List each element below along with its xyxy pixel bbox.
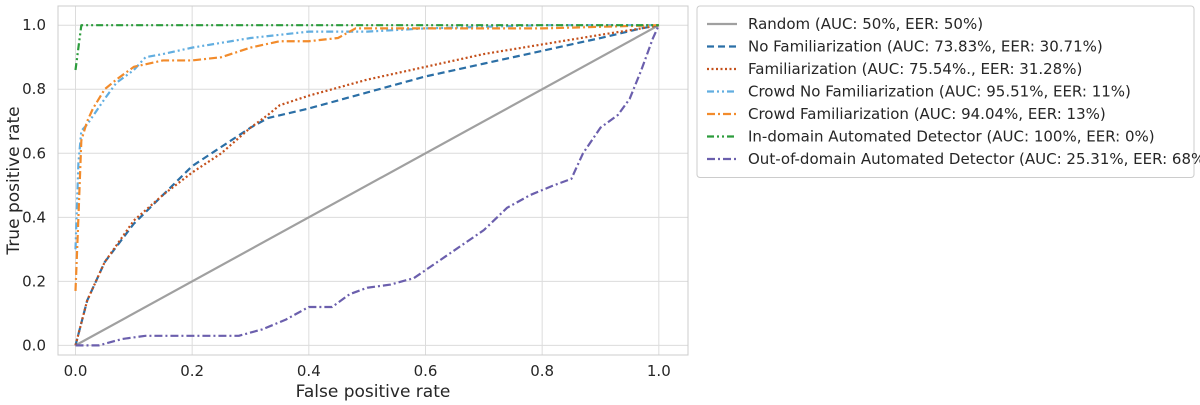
y-tick-label: 0.0: [22, 336, 46, 354]
y-tick-label: 0.6: [22, 144, 46, 162]
legend-label: Random (AUC: 50%, EER: 50%): [748, 15, 983, 33]
x-tick-label: 0.6: [414, 362, 438, 380]
y-tick-label: 0.8: [22, 80, 46, 98]
legend-item: Out-of-domain Automated Detector (AUC: 2…: [707, 150, 1200, 168]
legend-label: In-domain Automated Detector (AUC: 100%,…: [748, 128, 1155, 146]
x-tick-label: 0.2: [180, 362, 204, 380]
legend-label: Crowd No Familiarization (AUC: 95.51%, E…: [748, 83, 1131, 101]
y-tick-label: 0.2: [22, 272, 46, 290]
series-line-1: [74, 24, 660, 346]
legend-items: Random (AUC: 50%, EER: 50%) No Familiariz…: [707, 15, 1200, 168]
series-line-0: [74, 24, 660, 347]
x-tick-label: 0.8: [530, 362, 554, 380]
series-line-3: [74, 24, 659, 250]
legend-item: No Familiarization (AUC: 73.83%, EER: 30…: [707, 38, 1103, 56]
tick-labels: 0.0 0.2 0.4 0.6 0.8 1.0 0.0 0.2 0.4 0.6 0.8 1.0: [22, 16, 671, 380]
x-tick-label: 1.0: [647, 362, 671, 380]
legend-item: Random (AUC: 50%, EER: 50%): [707, 15, 983, 33]
series-layer: [74, 24, 660, 347]
series-line-6: [75, 24, 660, 347]
y-tick-label: 1.0: [22, 16, 46, 34]
legend-label: No Familiarization (AUC: 73.83%, EER: 30…: [748, 38, 1103, 56]
legend-label: Out-of-domain Automated Detector (AUC: 2…: [748, 150, 1200, 168]
legend-label: Crowd Familiarization (AUC: 94.04%, EER:…: [748, 105, 1106, 123]
legend-item: In-domain Automated Detector (AUC: 100%,…: [707, 128, 1155, 146]
series-line-5: [74, 24, 659, 71]
legend-label: Familiarization (AUC: 75.54%., EER: 31.2…: [748, 60, 1082, 78]
legend-item: Familiarization (AUC: 75.54%., EER: 31.2…: [707, 60, 1082, 78]
x-tick-label: 0.0: [64, 362, 88, 380]
series-line-4: [74, 24, 659, 292]
y-axis-title: True positive rate: [4, 106, 24, 255]
x-tick-label: 0.4: [297, 362, 321, 380]
legend-box: [696, 5, 1195, 178]
plot-frame: [57, 5, 689, 356]
legend-item: Crowd Familiarization (AUC: 94.04%, EER:…: [707, 105, 1106, 123]
series-line-2: [74, 24, 660, 346]
legend: Random (AUC: 50%, EER: 50%) No Familiariz…: [696, 5, 1200, 178]
y-tick-label: 0.4: [22, 208, 46, 226]
legend-item: Crowd No Familiarization (AUC: 95.51%, E…: [707, 83, 1131, 101]
x-axis-title: False positive rate: [296, 382, 451, 402]
